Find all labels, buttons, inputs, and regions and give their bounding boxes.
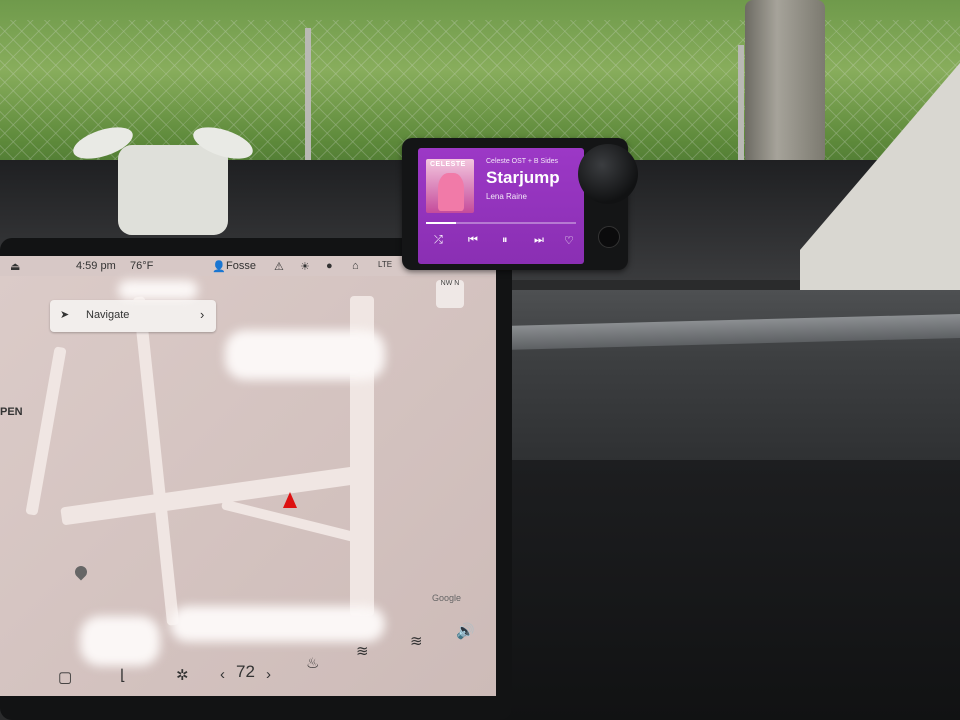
tree-trunk	[745, 0, 825, 165]
progress-fill	[426, 222, 456, 224]
car-thing-screen: CELESTE Celeste OST + B Sides Starjump L…	[418, 148, 584, 264]
volume-icon[interactable]: 🔊	[456, 623, 475, 640]
lock-icon[interactable]: ⏏	[10, 261, 21, 273]
redacted-blur	[170, 606, 385, 642]
like-heart-icon[interactable]: ♡	[564, 235, 574, 247]
side-label: PEN	[0, 406, 23, 418]
climate-temperature: 72	[236, 662, 255, 681]
map-attribution: Google	[432, 593, 462, 603]
car-menu-icon[interactable]: ▢	[58, 669, 73, 686]
seat-icon[interactable]: ⌊	[120, 667, 126, 684]
shuffle-icon[interactable]: ⤮	[434, 234, 443, 246]
artist-name: Lena Raine	[486, 192, 527, 201]
footwell	[480, 460, 960, 720]
album-name: Celeste OST + B Sides	[486, 158, 559, 165]
next-icon[interactable]: ⏭	[534, 234, 544, 246]
lte-indicator: LTE	[378, 260, 393, 269]
seat-heater-icon[interactable]: ♨	[306, 655, 320, 672]
car-position-arrow-icon	[283, 492, 297, 508]
map-road	[25, 346, 67, 516]
fence-post	[738, 45, 744, 165]
tesla-bottom-bar: ▢ ⌊ ✲ ‹ 72 › ♨ ≋ ≋ 🔊	[0, 623, 496, 698]
previous-icon[interactable]: ⏮	[468, 234, 478, 246]
dash-toy	[118, 145, 228, 235]
clock: 4:59 pm	[76, 260, 116, 272]
redacted-blur	[80, 616, 160, 666]
progress-bar[interactable]	[426, 222, 576, 224]
warning-icon[interactable]: ⚠	[274, 261, 284, 273]
map-road	[60, 464, 370, 526]
temperature-down-button[interactable]: ‹	[220, 666, 225, 683]
outside-temperature: 76°F	[130, 260, 154, 272]
redacted-blur	[225, 330, 385, 380]
temperature-up-button[interactable]: ›	[266, 666, 271, 683]
home-icon[interactable]: ⌂	[352, 260, 359, 272]
fence-post	[305, 28, 311, 168]
dashcam-icon[interactable]: ●	[326, 260, 333, 272]
track-title: Starjump	[486, 168, 560, 187]
chevron-right-icon: ›	[200, 307, 205, 322]
compass-button[interactable]: NW N	[436, 280, 464, 308]
album-art-character	[438, 173, 464, 211]
car-thing-back-button[interactable]	[598, 226, 620, 248]
rear-defrost-icon[interactable]: ≋	[356, 643, 369, 660]
navigate-card[interactable]: ➤ Navigate ›	[50, 300, 216, 332]
tesla-status-bar: ⏏ 4:59 pm 76°F 👤 Fosse ⚠ ☀ ● ⌂ LTE	[0, 256, 496, 278]
fan-icon[interactable]: ✲	[176, 667, 189, 684]
map-pin-icon[interactable]	[72, 563, 90, 581]
navigate-label: Navigate	[86, 309, 130, 321]
pause-icon[interactable]: ⏸	[502, 234, 508, 246]
front-defrost-icon[interactable]: ≋	[410, 633, 423, 650]
tesla-display: Google ⏏ 4:59 pm 76°F 👤 Fosse ⚠ ☀ ● ⌂ LT…	[0, 256, 496, 696]
compass-label: NW N	[440, 280, 460, 287]
navigate-arrow-icon: ➤	[60, 309, 70, 321]
sun-icon[interactable]: ☀	[300, 261, 310, 273]
redacted-blur	[118, 280, 198, 300]
car-thing-dial[interactable]	[578, 144, 638, 204]
profile-icon[interactable]: 👤	[212, 261, 226, 273]
profile-name[interactable]: Fosse	[226, 260, 256, 272]
album-art: CELESTE	[426, 159, 474, 213]
album-art-title: CELESTE	[430, 161, 466, 168]
map-road	[132, 296, 180, 626]
